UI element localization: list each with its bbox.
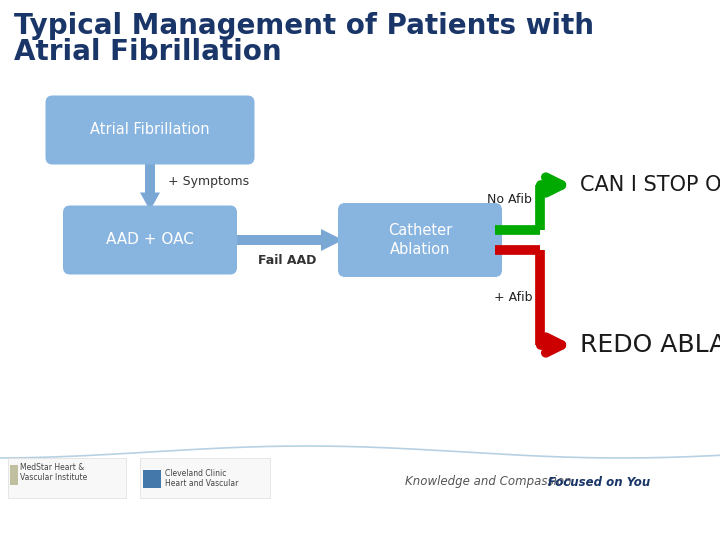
FancyBboxPatch shape	[140, 458, 270, 498]
Text: Focused on You: Focused on You	[548, 476, 650, 489]
Polygon shape	[321, 229, 343, 251]
FancyBboxPatch shape	[8, 458, 126, 498]
Text: No Afib: No Afib	[487, 193, 532, 206]
Text: Heart and Vascular: Heart and Vascular	[165, 480, 238, 489]
FancyBboxPatch shape	[338, 203, 502, 277]
Text: Typical Management of Patients with: Typical Management of Patients with	[14, 12, 594, 40]
Text: Knowledge and Compassion: Knowledge and Compassion	[405, 476, 575, 489]
Text: MedStar Heart &: MedStar Heart &	[20, 462, 84, 471]
Text: CAN I STOP OAC?: CAN I STOP OAC?	[580, 175, 720, 195]
Text: Vascular Institute: Vascular Institute	[20, 474, 87, 483]
FancyBboxPatch shape	[45, 96, 254, 165]
Text: Atrial Fibrillation: Atrial Fibrillation	[14, 38, 282, 66]
Text: Fail AAD: Fail AAD	[258, 253, 317, 267]
Text: Cleveland Clinic: Cleveland Clinic	[165, 469, 226, 477]
Text: + Symptoms: + Symptoms	[168, 174, 249, 187]
Text: AAD + OAC: AAD + OAC	[106, 233, 194, 247]
Text: Atrial Fibrillation: Atrial Fibrillation	[90, 123, 210, 138]
Polygon shape	[145, 159, 155, 192]
Polygon shape	[232, 235, 321, 245]
Polygon shape	[140, 192, 160, 211]
Text: Catheter
Ablation: Catheter Ablation	[388, 222, 452, 258]
FancyBboxPatch shape	[63, 206, 237, 274]
Text: + Afib: + Afib	[493, 291, 532, 304]
FancyBboxPatch shape	[10, 465, 18, 485]
FancyBboxPatch shape	[143, 470, 161, 488]
Text: REDO ABLATION: REDO ABLATION	[580, 333, 720, 357]
